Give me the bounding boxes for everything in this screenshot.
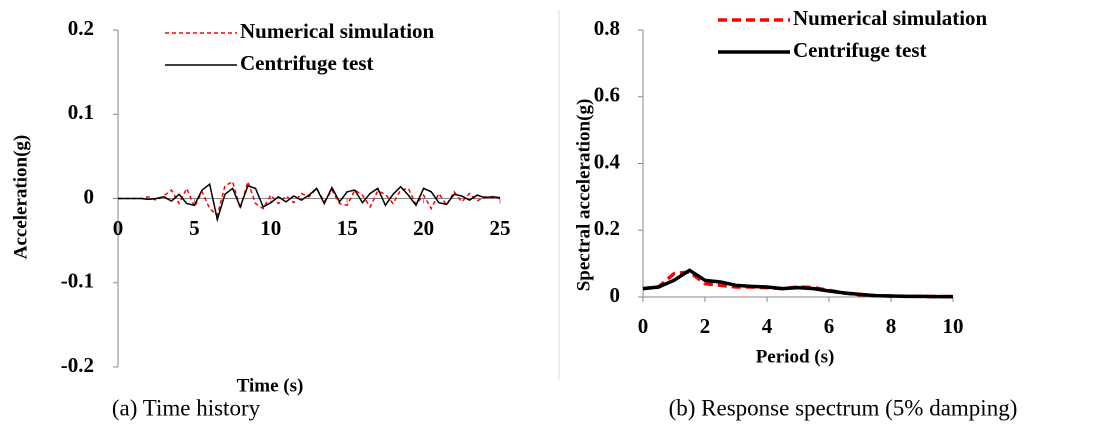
y-tick-label: 0.2 [68,16,94,40]
x-tick-label: 0 [113,216,124,240]
y-axis-title: Spectral acceleration(g) [573,99,594,292]
y-tick-label: -0.1 [61,269,94,293]
y-tick-label: 0.6 [594,83,620,107]
series-line [118,182,501,223]
series-line [642,268,953,299]
y-tick-label: 0.1 [68,100,94,124]
y-tick-label: 0.2 [594,216,620,240]
x-tick-label: 2 [700,314,711,338]
legend-label: Centrifuge test [240,51,374,75]
y-tick-label: 0.8 [594,16,620,40]
x-axis-title: Time (s) [237,375,304,396]
x-tick-label: 10 [260,216,281,240]
legend-label: Numerical simulation [240,19,435,43]
y-tick-label: -0.2 [61,353,94,377]
x-tick-label: 20 [413,216,434,240]
x-tick-label: 5 [189,216,200,240]
y-axis-title: Acceleration(g) [10,135,31,260]
caption: (a) Time history [112,395,261,420]
x-tick-label: 25 [490,216,511,240]
y-tick-label: 0.4 [594,149,621,173]
y-tick-label: 0 [84,184,95,208]
x-tick-label: 8 [886,314,897,338]
x-axis-title: Period (s) [756,346,835,367]
x-tick-label: 10 [943,314,964,338]
legend-label: Numerical simulation [793,6,988,30]
x-tick-label: 15 [337,216,358,240]
x-tick-label: 4 [762,314,773,338]
caption: (b) Response spectrum (5% damping) [669,395,1018,420]
y-tick-label: 0 [610,283,621,307]
legend-label: Centrifuge test [793,38,927,62]
x-tick-label: 6 [824,314,835,338]
x-tick-label: 0 [638,314,649,338]
series-line [642,270,953,299]
